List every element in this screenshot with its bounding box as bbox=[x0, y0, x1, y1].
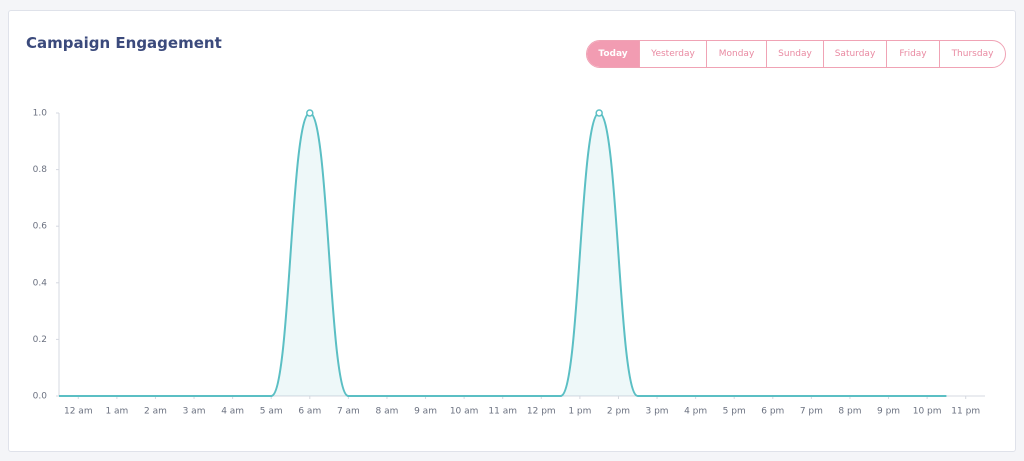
x-tick-label: 7 am bbox=[337, 407, 360, 417]
line bbox=[58, 111, 947, 398]
x-tick-label: 11 am bbox=[488, 407, 517, 417]
y-tick-label: 0.8 bbox=[33, 165, 48, 175]
y-tick-label: 1.0 bbox=[33, 109, 48, 119]
x-tick-label: 9 am bbox=[414, 407, 437, 417]
x-tick-label: 12 am bbox=[64, 407, 93, 417]
x-tick-label: 12 pm bbox=[527, 407, 556, 417]
card: Campaign Engagement Today Yesterday Monday… bbox=[8, 10, 1016, 452]
x-tick-label: 1 pm bbox=[568, 407, 591, 417]
peak-marker bbox=[306, 109, 314, 117]
x-tick-label: 4 pm bbox=[684, 407, 707, 417]
y-tick-label: 0.6 bbox=[33, 222, 48, 232]
x-tick-label: 4 am bbox=[221, 407, 244, 417]
tab[interactable]: Monday bbox=[706, 41, 766, 67]
line-area bbox=[59, 113, 947, 396]
x-tick-label: 10 am bbox=[450, 407, 479, 417]
tab[interactable]: Saturday bbox=[823, 41, 886, 67]
tab[interactable]: Sunday bbox=[766, 41, 823, 67]
x-tick-label: 8 pm bbox=[838, 407, 861, 417]
x-tick-label: 2 pm bbox=[607, 407, 630, 417]
x-tick-label: 2 am bbox=[144, 407, 167, 417]
x-tick-label: 11 pm bbox=[951, 407, 980, 417]
x-tick-label: 9 pm bbox=[877, 407, 900, 417]
peak-marker bbox=[595, 109, 603, 117]
x-tick-label: 6 am bbox=[298, 407, 321, 417]
x-tick-label: 3 pm bbox=[646, 407, 669, 417]
y-tick-label: 0.2 bbox=[33, 335, 47, 345]
x-tick-label: 1 am bbox=[105, 407, 128, 417]
tab[interactable]: Today bbox=[587, 41, 639, 67]
x-tick-label: 7 pm bbox=[800, 407, 823, 417]
x-tick-label: 5 am bbox=[260, 407, 283, 417]
tab[interactable]: Yesterday bbox=[639, 41, 706, 67]
y-tick-label: 0.4 bbox=[33, 278, 48, 288]
y-tick-label: 0.0 bbox=[33, 392, 48, 402]
x-tick-label: 8 am bbox=[376, 407, 399, 417]
x-tick-label: 10 pm bbox=[913, 407, 942, 417]
x-tick-label: 5 pm bbox=[723, 407, 746, 417]
card-title: Campaign Engagement bbox=[26, 34, 222, 52]
tab[interactable]: Thursday bbox=[939, 41, 1005, 67]
tab-bar: Today Yesterday Monday Sunday Saturday Friday… bbox=[586, 40, 1006, 68]
x-tick-label: 6 pm bbox=[761, 407, 784, 417]
x-tick-label: 3 am bbox=[183, 407, 206, 417]
tab[interactable]: Friday bbox=[886, 41, 939, 67]
